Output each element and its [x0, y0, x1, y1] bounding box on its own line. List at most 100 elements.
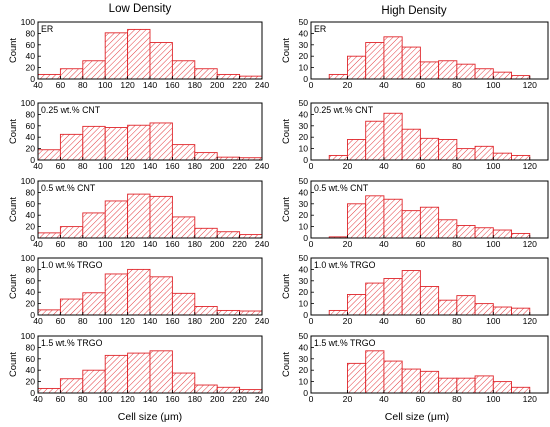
x-tick-label: 40 — [33, 80, 43, 90]
histogram-bar — [216, 309, 241, 316]
y-tick-label: 20 — [25, 144, 35, 154]
y-tick-label: 20 — [298, 210, 308, 220]
x-tick-label: 160 — [165, 316, 180, 326]
y-tick-label: 10 — [298, 377, 308, 387]
panel-label: 0.25 wt.% CNT — [314, 105, 374, 115]
histogram-bar — [401, 368, 421, 394]
x-tick-label: 60 — [416, 80, 426, 90]
histogram-bar — [438, 299, 458, 316]
y-tick-label: 60 — [25, 354, 35, 364]
x-tick-label: 100 — [98, 239, 113, 249]
histogram-bar — [492, 152, 512, 161]
histogram-bar — [82, 212, 106, 239]
y-tick-label: 40 — [298, 342, 308, 352]
y-tick-label: 20 — [298, 287, 308, 297]
histogram-bar — [474, 303, 494, 316]
histogram-bar — [401, 210, 421, 239]
x-tick-label: 20 — [343, 80, 353, 90]
y-tick-label: 100 — [21, 98, 36, 108]
plot-frame — [310, 102, 549, 161]
histogram-bar — [149, 42, 173, 80]
y-tick-label: 50 — [298, 331, 308, 341]
histogram-bar — [149, 122, 173, 161]
histogram-bar — [438, 139, 458, 161]
x-tick-label: 120 — [523, 394, 538, 404]
histogram-bar — [149, 276, 173, 316]
y-tick-label: 0 — [30, 388, 35, 398]
histogram-bar — [82, 292, 106, 316]
histogram-bar — [127, 352, 151, 394]
histogram-bar — [194, 306, 218, 316]
x-tick-label: 0 — [309, 394, 314, 404]
histogram-bar — [149, 195, 173, 239]
x-tick-label: 140 — [143, 394, 158, 404]
x-tick-label: 100 — [98, 161, 113, 171]
x-tick-label: 80 — [78, 394, 88, 404]
histogram-bar — [194, 384, 218, 394]
histogram-bar — [492, 306, 512, 316]
y-tick-label: 0 — [303, 233, 308, 243]
x-tick-label: 220 — [232, 161, 247, 171]
x-tick-label: 180 — [188, 80, 203, 90]
x-tick-label: 180 — [188, 394, 203, 404]
histogram-bar — [149, 350, 173, 394]
x-tick-label: 80 — [78, 316, 88, 326]
panel-label: 0.25 wt.% CNT — [41, 105, 101, 115]
y-tick-label: 20 — [298, 51, 308, 61]
y-axis-label: Count — [280, 352, 291, 377]
histogram-bar — [104, 273, 129, 316]
x-tick-label: 80 — [78, 239, 88, 249]
histogram-bar — [511, 75, 531, 80]
x-tick-label: 40 — [33, 316, 43, 326]
histogram-bar — [419, 137, 440, 161]
y-tick-label: 30 — [298, 199, 308, 209]
x-tick-label: 120 — [120, 80, 135, 90]
y-tick-label: 10 — [298, 144, 308, 154]
x-tick-label: 160 — [165, 80, 180, 90]
histogram-bar — [383, 198, 403, 239]
y-tick-label: 80 — [25, 342, 35, 352]
histogram-bar — [127, 268, 151, 316]
x-tick-label: 60 — [416, 394, 426, 404]
x-tick-label: 80 — [452, 394, 462, 404]
histogram-bar — [474, 145, 494, 161]
y-tick-label: 20 — [298, 365, 308, 375]
y-tick-label: 20 — [25, 63, 35, 73]
histogram-bar — [328, 73, 348, 80]
x-tick-label: 240 — [255, 161, 270, 171]
x-tick-label: 200 — [210, 161, 225, 171]
panel-label: 1.0 wt.% TRGO — [314, 260, 376, 270]
plot-frame — [310, 335, 549, 394]
histogram-bar — [82, 369, 106, 394]
panel-label: 0.5 wt.% CNT — [41, 183, 96, 193]
x-tick-label: 60 — [56, 161, 66, 171]
histogram-bar — [474, 227, 494, 239]
x-tick-label: 100 — [486, 394, 501, 404]
y-axis-label: Count — [280, 38, 291, 63]
histogram-bar — [59, 226, 84, 239]
x-tick-label: 100 — [486, 239, 501, 249]
y-tick-label: 0 — [303, 388, 308, 398]
x-tick-label: 120 — [523, 316, 538, 326]
histogram-bar — [171, 60, 196, 80]
x-tick-label: 120 — [120, 394, 135, 404]
x-tick-label: 100 — [486, 80, 501, 90]
histogram-bar — [328, 309, 348, 316]
histogram-bar — [171, 216, 196, 239]
histogram-bar — [511, 154, 531, 161]
y-tick-label: 100 — [21, 253, 36, 263]
x-tick-label: 120 — [523, 80, 538, 90]
column-title-low-density: Low Density — [109, 3, 172, 15]
histogram-bar — [365, 120, 385, 161]
x-tick-label: 60 — [56, 80, 66, 90]
y-tick-label: 30 — [298, 276, 308, 286]
x-tick-label: 40 — [33, 239, 43, 249]
histogram-bar — [347, 362, 367, 394]
histogram-bar — [37, 309, 61, 316]
plot-frame — [310, 257, 549, 316]
